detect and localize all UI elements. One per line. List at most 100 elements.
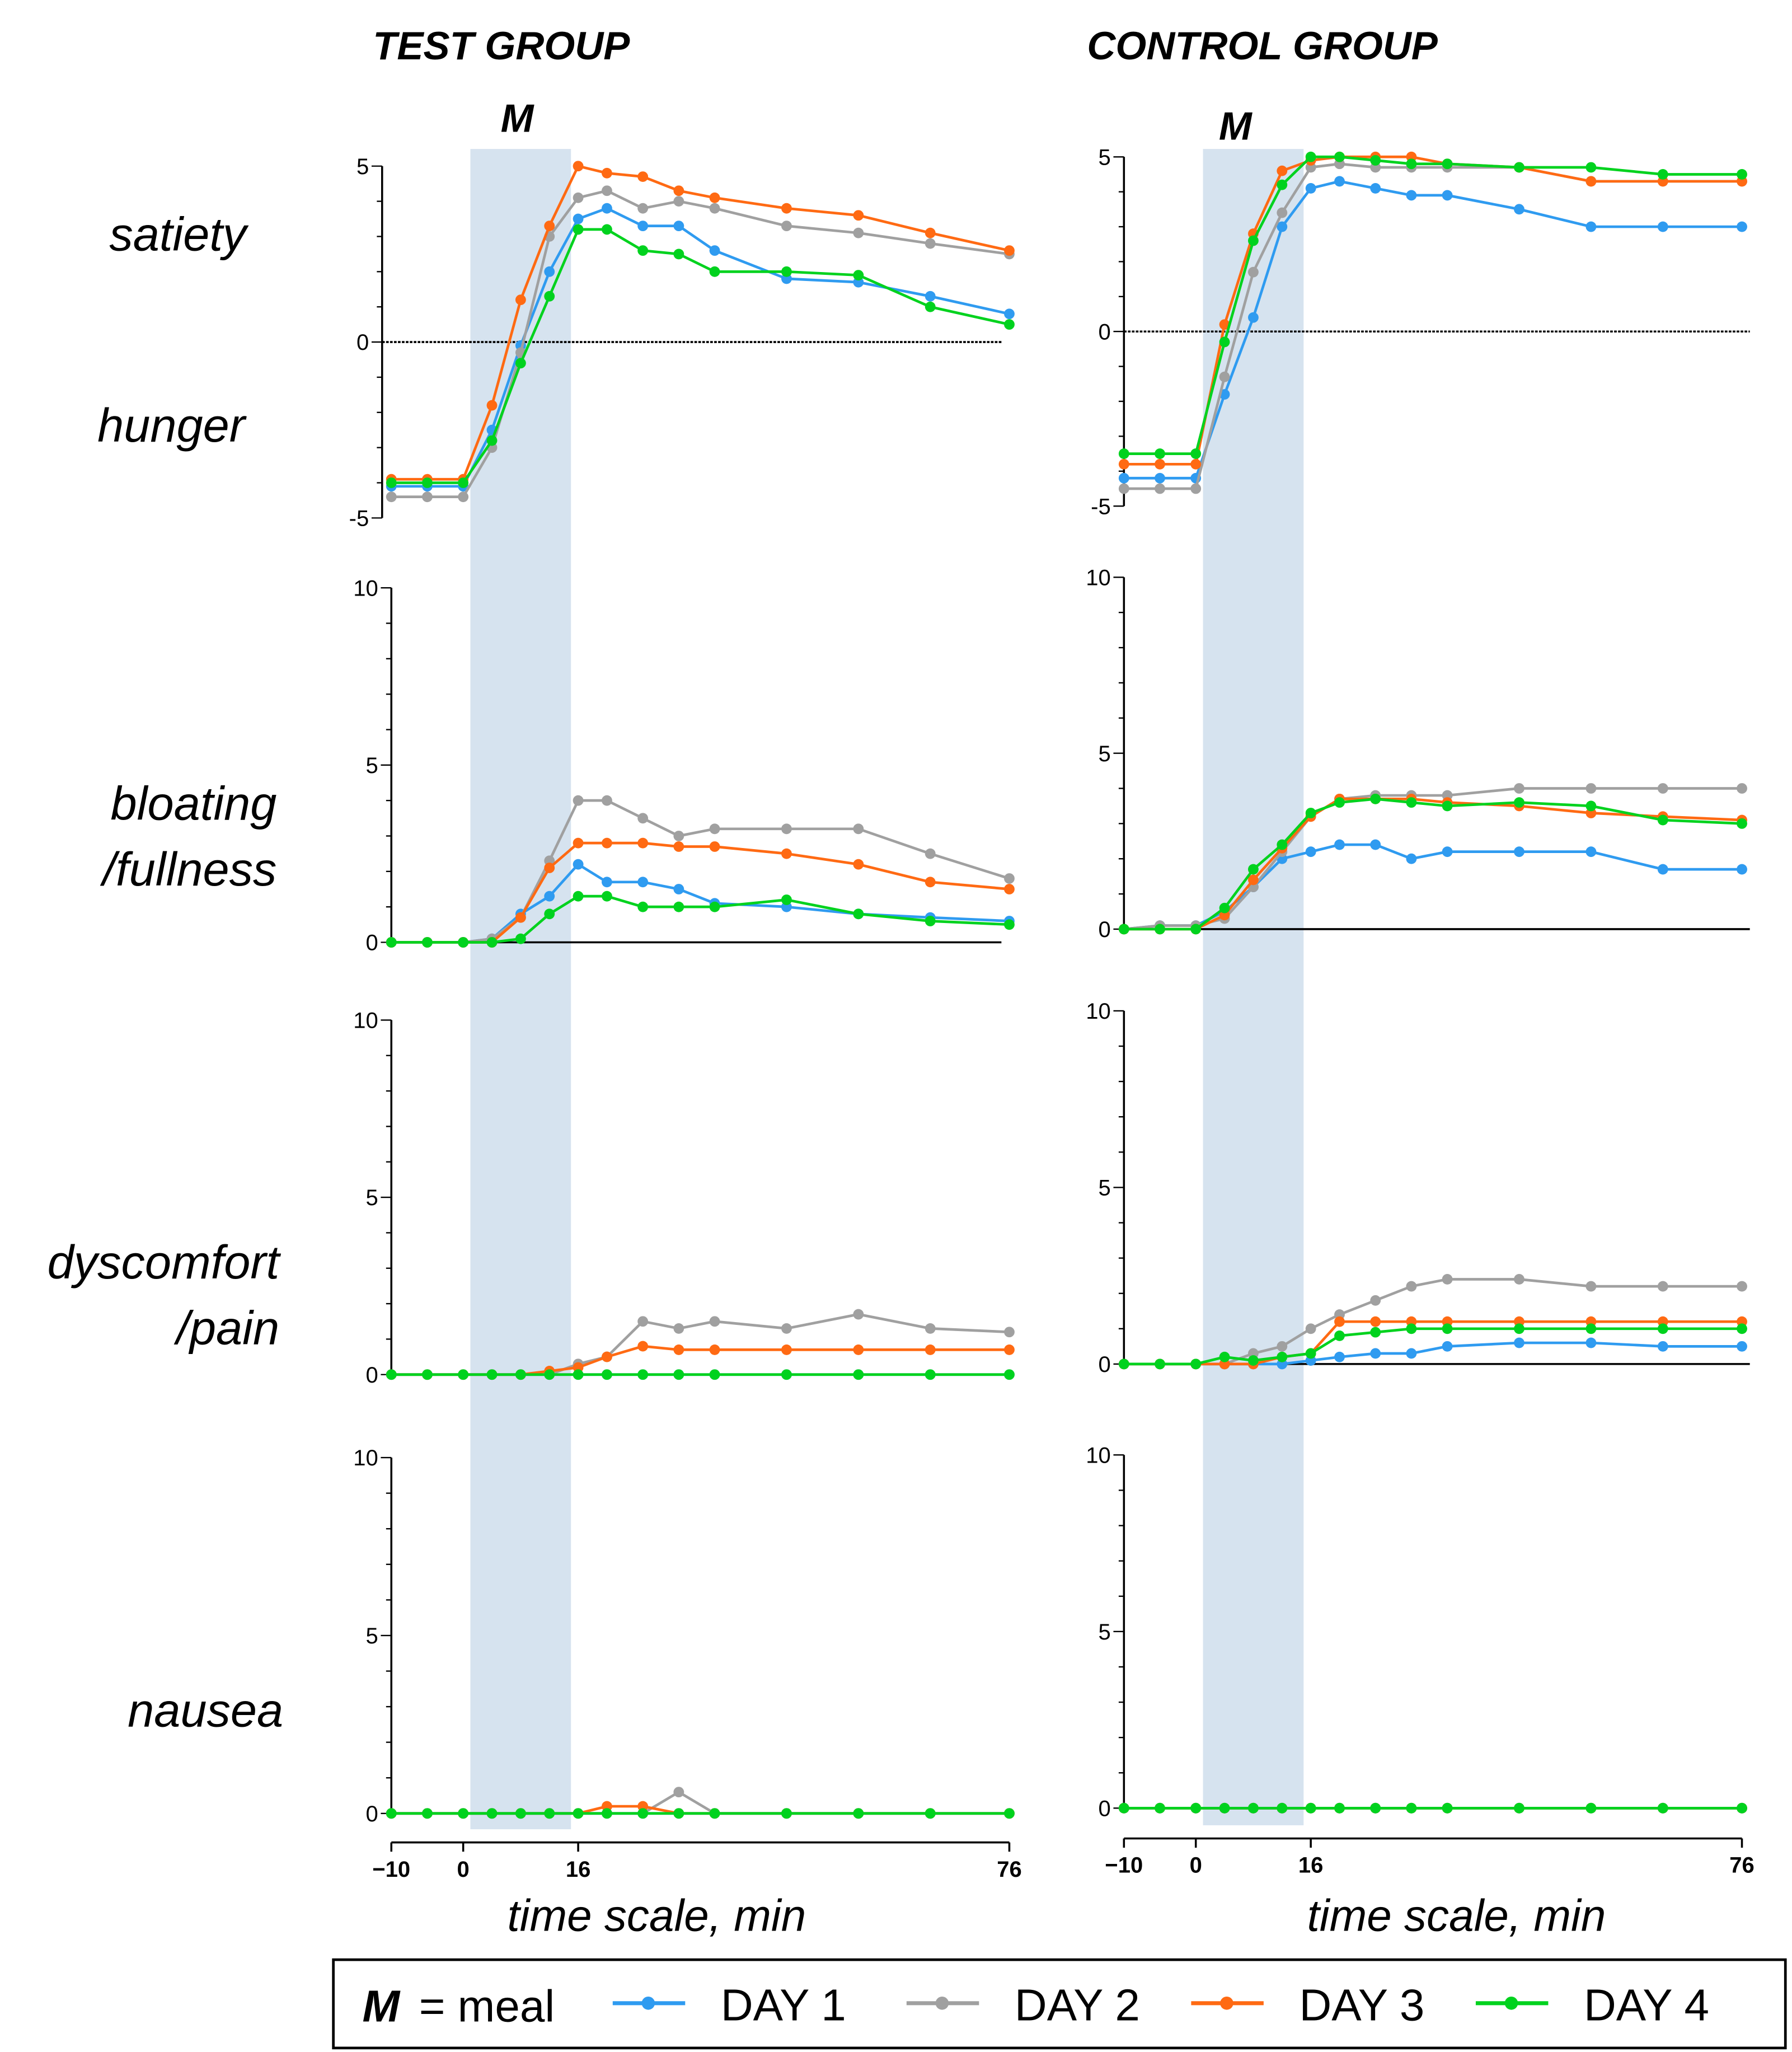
data-point	[1305, 808, 1316, 818]
data-point	[1305, 151, 1316, 162]
data-point	[1442, 1802, 1453, 1814]
data-point	[925, 1323, 936, 1334]
data-point	[1370, 839, 1381, 850]
data-point	[544, 221, 555, 232]
data-point	[1248, 266, 1259, 278]
row-label-hunger: hunger	[97, 399, 247, 452]
data-point	[1004, 1327, 1015, 1338]
data-point	[1190, 483, 1202, 494]
data-point	[853, 1808, 864, 1819]
data-point	[1155, 1802, 1165, 1814]
data-point	[1514, 783, 1524, 794]
data-point	[458, 1369, 469, 1380]
data-point	[1514, 162, 1524, 173]
data-point	[637, 171, 649, 182]
data-point	[1118, 924, 1129, 935]
data-point	[1155, 448, 1165, 460]
data-point	[1277, 207, 1288, 218]
data-point	[673, 185, 684, 196]
data-point	[1442, 1323, 1453, 1334]
data-point	[386, 491, 397, 503]
data-point	[1219, 1351, 1230, 1362]
y-tick-label: 5	[1099, 1620, 1111, 1645]
data-point	[1406, 158, 1417, 170]
y-tick-label: 10	[353, 1446, 378, 1470]
data-point	[709, 245, 720, 256]
data-point	[1657, 221, 1668, 232]
data-point	[1737, 169, 1747, 180]
data-point	[1585, 221, 1597, 232]
legend-swatch-marker	[935, 1997, 949, 2010]
data-point	[673, 901, 684, 912]
data-point	[602, 837, 612, 849]
x-tick-label: −10	[1105, 1853, 1143, 1878]
data-point	[1370, 1327, 1381, 1338]
data-point	[1657, 169, 1668, 180]
data-point	[1305, 1348, 1316, 1359]
x-tick-label: 0	[1190, 1853, 1202, 1878]
data-point	[1442, 158, 1453, 170]
data-point	[637, 837, 649, 849]
legend: M = meal DAY 1 DAY 2 DAY 3 DAY 4	[332, 1958, 1787, 2050]
data-point	[1406, 853, 1417, 864]
data-point	[573, 859, 584, 870]
data-point	[1248, 1355, 1259, 1366]
data-point	[1585, 1802, 1597, 1814]
data-point	[602, 167, 612, 179]
data-point	[1277, 839, 1288, 850]
data-point	[1004, 873, 1015, 884]
data-point	[925, 301, 936, 312]
data-point	[673, 1369, 684, 1380]
data-point	[1004, 1369, 1015, 1380]
legend-swatch-marker	[1504, 1997, 1518, 2010]
data-point	[709, 203, 720, 214]
data-point	[1004, 319, 1015, 330]
data-point	[602, 795, 612, 806]
data-point	[1004, 884, 1015, 894]
data-point	[1277, 165, 1288, 176]
data-point	[458, 937, 469, 948]
data-point	[486, 1808, 498, 1819]
data-point	[422, 477, 433, 488]
meal-marker-control: M	[1219, 104, 1253, 148]
data-point	[1514, 1323, 1524, 1334]
data-point	[386, 477, 397, 488]
data-point	[853, 823, 864, 835]
data-point	[573, 192, 584, 203]
data-point	[1442, 800, 1453, 812]
data-point	[1277, 179, 1288, 190]
data-point	[1657, 783, 1668, 794]
data-point	[1406, 1348, 1417, 1359]
data-point	[573, 795, 584, 806]
data-point	[781, 848, 792, 859]
data-point	[709, 1369, 720, 1380]
legend-meal-text: = meal	[419, 1981, 555, 2031]
data-point	[1406, 797, 1417, 808]
data-point	[853, 1344, 864, 1355]
data-point	[673, 841, 684, 852]
data-point	[709, 1316, 720, 1327]
data-point	[1155, 924, 1165, 935]
data-point	[544, 266, 555, 277]
data-point	[1004, 308, 1015, 320]
data-point	[1277, 221, 1288, 232]
data-point	[673, 831, 684, 841]
data-point	[1370, 1348, 1381, 1359]
data-point	[515, 358, 526, 369]
data-point	[637, 1369, 649, 1380]
data-point	[515, 1808, 526, 1819]
data-point	[486, 1369, 498, 1380]
data-point	[673, 884, 684, 894]
x-tick-label: 76	[1729, 1853, 1755, 1878]
meal-window-shade-control	[1203, 149, 1304, 1825]
data-point	[709, 1344, 720, 1355]
data-point	[602, 1369, 612, 1380]
legend-label-day1: DAY 1	[721, 1980, 846, 2030]
data-point	[1118, 1802, 1129, 1814]
data-point	[1190, 448, 1202, 460]
data-point	[573, 213, 584, 224]
data-point	[1219, 319, 1230, 330]
data-point	[709, 823, 720, 835]
x-axis-label-test: time scale, min	[507, 1890, 806, 1940]
data-point	[1737, 864, 1747, 875]
